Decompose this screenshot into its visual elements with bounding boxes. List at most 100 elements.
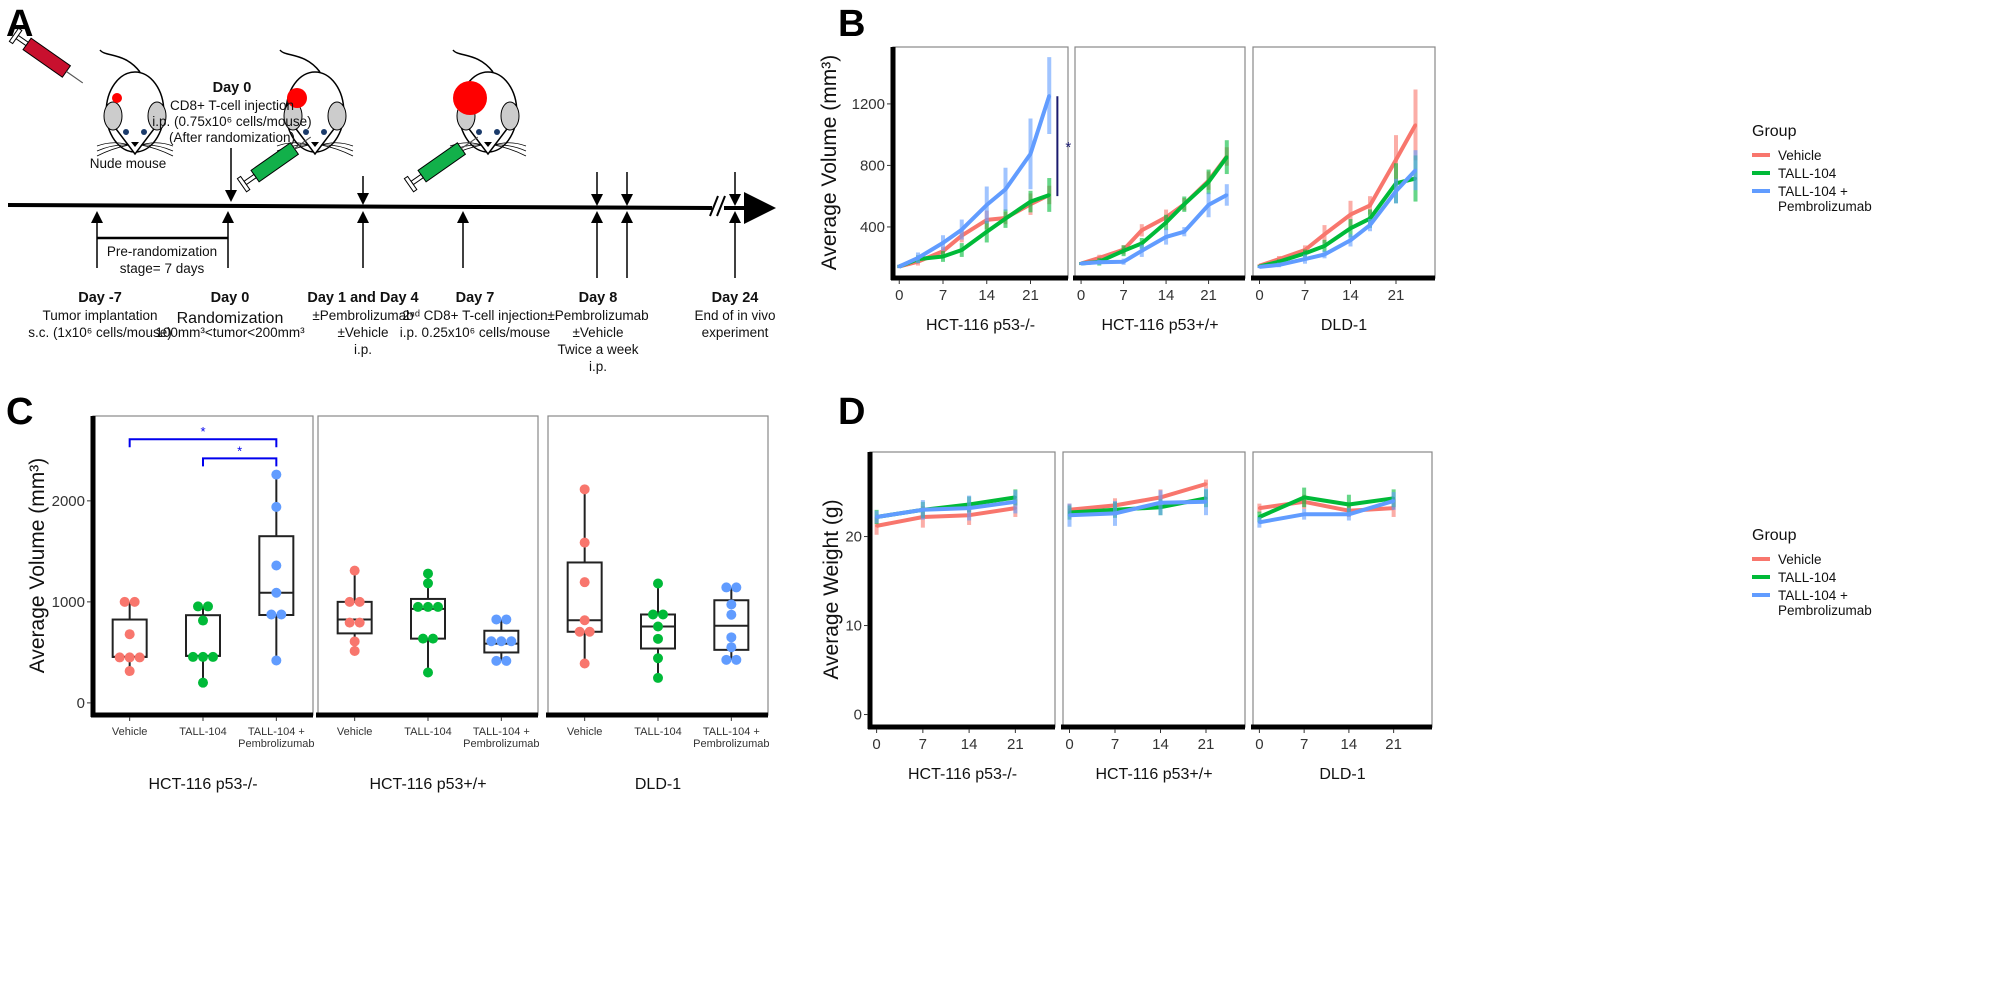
data-point: [731, 654, 742, 665]
mouse-tail: [279, 49, 321, 73]
data-point: [960, 228, 964, 232]
data-point: [354, 596, 365, 607]
event-detail-line: 2ⁿᵈ CD8+ T-cell injection: [402, 308, 547, 323]
event-detail-line: ±Vehicle: [573, 325, 624, 340]
mouse-whisker: [96, 142, 130, 147]
x-tick-label: 21: [1007, 736, 1024, 753]
mouse-whisker: [320, 142, 354, 147]
data-point: [721, 582, 732, 593]
data-point: [271, 560, 282, 571]
facet-label: DLD-1: [635, 776, 681, 793]
data-point: [1323, 244, 1326, 248]
data-point: [271, 587, 282, 598]
data-point: [433, 601, 443, 612]
x-tick-label: 14: [978, 287, 995, 304]
data-point: [653, 621, 663, 632]
facet-panel-border: [869, 451, 1056, 728]
event-detail-line: ±Pembrolizumab: [547, 308, 648, 323]
mouse-whisker: [96, 144, 130, 157]
event-detail-line: End of in vivo: [694, 308, 775, 323]
data-point: [579, 615, 590, 626]
y-tick-label: 1200: [852, 96, 885, 113]
event-detail-line: i.p.: [589, 359, 607, 374]
data-point: [428, 633, 438, 644]
data-point: [501, 655, 512, 666]
data-point: [1122, 260, 1126, 264]
tumor-mark: [453, 81, 487, 115]
mouse-whisker: [140, 144, 174, 157]
event-title: Day 8: [579, 290, 618, 306]
event-detail-line: Randomization: [177, 310, 284, 327]
data-point: [1394, 189, 1398, 193]
x-category-label: TALL-104 +: [248, 726, 305, 738]
facet-label: HCT-116 p53+/+: [1095, 766, 1212, 783]
event-detail-line: 100mm³<tumor<200mm³: [155, 325, 305, 340]
tumor-mark: [287, 88, 307, 108]
x-tick-label: 21: [1388, 287, 1405, 304]
mouse-eye: [123, 129, 129, 135]
x-tick-label: 14: [961, 736, 978, 753]
x-tick-label: 7: [1119, 287, 1127, 304]
series-line-vehicle: [1069, 482, 1207, 512]
data-point: [1140, 241, 1144, 245]
x-tick-label: 0: [1065, 736, 1073, 753]
event-title: Day 24: [712, 290, 759, 306]
data-point: [423, 568, 433, 579]
mouse-ear: [327, 101, 347, 131]
data-point: [413, 601, 423, 612]
series-line-tall-104-pembrolizumab: [1080, 193, 1228, 266]
data-point: [921, 508, 925, 512]
data-point: [875, 515, 879, 519]
data-point: [1079, 262, 1083, 266]
mouse-whisker: [493, 144, 527, 157]
data-point: [916, 256, 920, 260]
facet-label: DLD-1: [1319, 766, 1365, 783]
series-line-tall-104-pembrolizumab: [1259, 498, 1395, 525]
data-point: [579, 577, 590, 588]
mouse-whisker: [320, 144, 354, 152]
x-category-label: Pembrolizumab: [463, 738, 539, 750]
data-point: [653, 653, 663, 664]
data-point: [726, 599, 737, 610]
data-point: [124, 652, 135, 663]
mouse-eye: [321, 129, 327, 135]
data-point: [1302, 512, 1306, 516]
data-point: [1277, 263, 1281, 267]
event-detail-line: i.p. 0.25x10⁶ cells/mouse: [400, 325, 550, 340]
data-point: [1122, 249, 1126, 253]
axis-break-icon: [716, 195, 726, 217]
legend-entry: TALL-104 +: [1778, 588, 1848, 603]
data-point: [1004, 187, 1007, 191]
facet-label: HCT-116 p53-/-: [148, 776, 257, 793]
event-title: Day 1 and Day 4: [307, 290, 418, 306]
data-point: [271, 469, 282, 480]
legend-entry: Pembrolizumab: [1778, 199, 1872, 214]
series-line-vehicle: [876, 506, 1016, 528]
x-tick-label: 0: [895, 287, 903, 304]
data-point: [266, 609, 277, 620]
data-point: [584, 626, 595, 637]
data-point: [1159, 501, 1162, 505]
data-point: [1225, 193, 1229, 197]
legend-entry: Vehicle: [1778, 148, 1822, 163]
box-iqr: [336, 600, 373, 635]
data-point: [941, 254, 945, 258]
data-point: [1277, 260, 1281, 264]
event-detail-line: experiment: [702, 325, 769, 340]
data-point: [653, 633, 663, 644]
x-tick-label: 0: [1077, 287, 1085, 304]
data-point: [726, 632, 737, 643]
data-point: [1140, 228, 1144, 232]
facet-panel-border: [1252, 451, 1433, 728]
legend-entry: TALL-104: [1778, 570, 1837, 585]
x-tick-label: 14: [1152, 736, 1169, 753]
y-tick-label: 10: [845, 618, 862, 635]
facet-label: DLD-1: [1321, 317, 1367, 334]
series-line-tall-104-pembrolizumab: [898, 94, 1052, 269]
data-point: [579, 484, 590, 495]
data-point: [188, 651, 198, 662]
event-detail-line: i.p.: [354, 342, 372, 357]
data-point: [124, 666, 135, 677]
y-tick-label: 0: [854, 707, 862, 724]
